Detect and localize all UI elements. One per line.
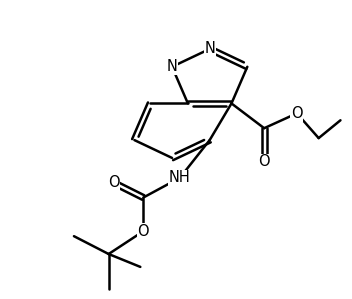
Text: N: N — [204, 42, 215, 57]
Text: NH: NH — [169, 170, 191, 185]
Text: O: O — [138, 224, 149, 239]
Text: N: N — [166, 59, 177, 74]
Text: O: O — [258, 154, 270, 170]
Text: O: O — [291, 106, 303, 121]
Text: O: O — [108, 175, 119, 190]
